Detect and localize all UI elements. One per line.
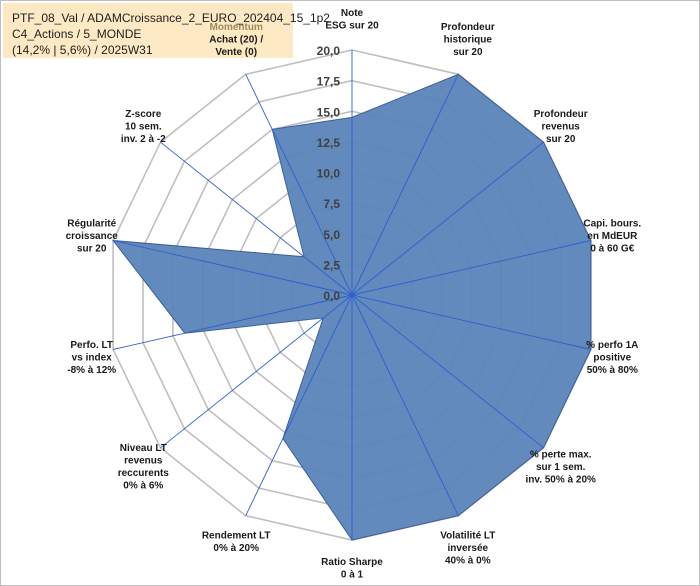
axis-spoke [160, 141, 353, 296]
axis-label: Note ESG sur 20 [325, 8, 379, 32]
axis-spoke [351, 141, 544, 296]
tick-label: 7,5 [323, 197, 340, 211]
axis-label: Rendement LT 0% à 20% [202, 531, 271, 555]
axis-label: Profondeur historique sur 20 [441, 22, 495, 58]
title-line-2: C4_Actions / 5_MONDE [12, 27, 142, 41]
axis-spoke [351, 294, 592, 350]
axis-label: Perfo. LT vs index -8% à 12% [67, 340, 116, 376]
axis-spoke [112, 294, 353, 350]
axis-label: % perfo 1A positive 50% à 80% [586, 340, 638, 376]
axis-spoke [245, 294, 353, 516]
tick-label: 17,5 [317, 75, 341, 89]
tick-label: 2,5 [323, 258, 340, 272]
axis-spoke [351, 240, 592, 296]
axis-spoke [351, 294, 459, 516]
axis-label: Capi. bours. en MdEUR 0 à 60 G€ [583, 219, 641, 255]
tick-label: 5,0 [323, 228, 340, 242]
chart-title-box: PTF_08_Val / ADAMCroissance_2_EURO_20240… [3, 3, 330, 58]
tick-label: 10,0 [317, 167, 341, 181]
tick-label: 12,5 [317, 136, 341, 150]
axis-spoke [160, 294, 353, 449]
title-line-3: (14,2% | 5,6%) / 2025W31 [12, 43, 153, 57]
axis-label: Momentum Achat (20) / Vente (0) [209, 22, 263, 58]
title-line-1: PTF_08_Val / ADAMCroissance_2_EURO_20240… [12, 11, 330, 25]
axis-spoke [351, 294, 544, 449]
axis-label: Profondeur revenus sur 20 [534, 109, 588, 145]
axis-label: Volatilité LT inversée 40% à 0% [440, 531, 495, 567]
tick-label: 15,0 [317, 105, 341, 119]
tick-label: 0,0 [323, 289, 340, 303]
tick-label: 20,0 [317, 44, 341, 58]
axis-label: Z-score 10 sem. inv. 2 à -2 [121, 109, 166, 145]
axis-label: Niveau LT revenus reccurents 0% à 6% [118, 443, 170, 492]
axis-spoke [351, 74, 459, 296]
axis-spoke [112, 240, 353, 296]
axis-label: Ratio Sharpe 0 à 1 [321, 557, 383, 581]
axis-label: % perte max. sur 1 sem. inv. 50% à 20% [525, 450, 596, 486]
axis-label: Régularité croissance sur 20 [66, 219, 119, 255]
axis-spoke [245, 74, 353, 296]
